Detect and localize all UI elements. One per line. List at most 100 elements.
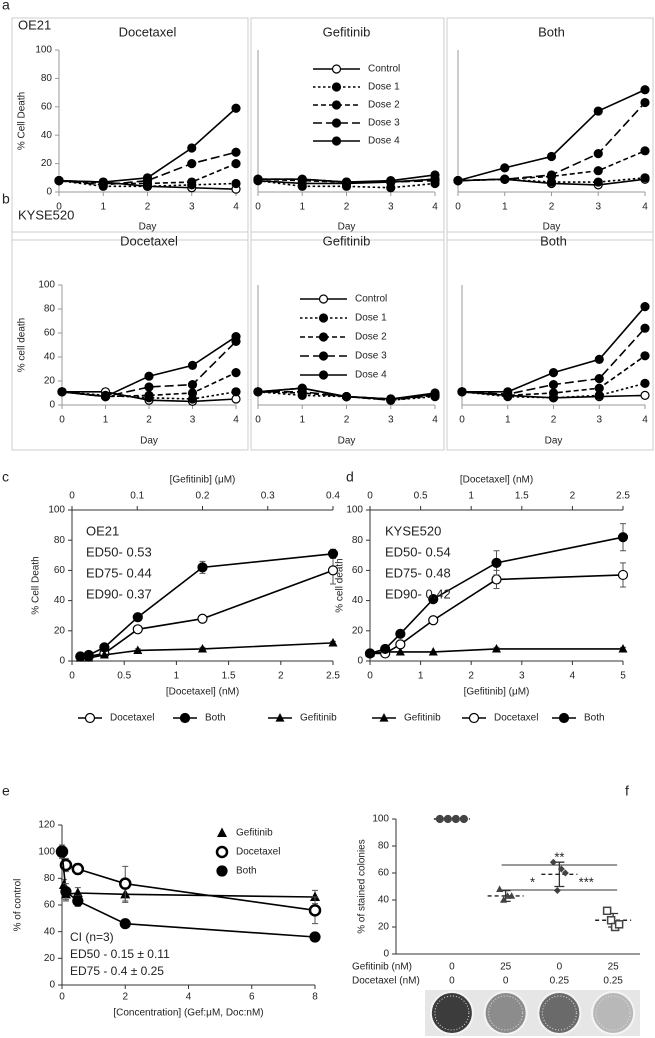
cell-line-label: KYSE520 xyxy=(18,207,74,222)
marker xyxy=(435,814,444,824)
subplot-frame xyxy=(446,17,654,241)
y-tick-label: 0 xyxy=(59,656,65,667)
x-tick-label: 3 xyxy=(388,202,394,213)
series-line xyxy=(61,371,237,398)
x-tick-label: 5 xyxy=(620,671,626,682)
x-axis-label: [Gefitinib] (μM) xyxy=(464,687,530,698)
panel-label: f xyxy=(625,783,629,799)
colony-photo xyxy=(429,991,474,1035)
factor-value: 0 xyxy=(449,962,455,973)
chart-title: Gefitinib xyxy=(323,24,371,39)
marker xyxy=(640,351,650,361)
y-tick-label: 80 xyxy=(352,535,364,546)
colony-photo xyxy=(483,991,528,1035)
legend-marker xyxy=(331,118,342,128)
legend-marker xyxy=(275,713,285,722)
legend-marker xyxy=(84,712,96,724)
y-tick-label: 120 xyxy=(38,820,55,831)
legend-marker xyxy=(558,712,570,724)
legend-marker xyxy=(179,712,191,724)
y-tick-label: 60 xyxy=(41,101,53,112)
y-tick-label: 100 xyxy=(372,814,389,825)
x-tick-label: 1.5 xyxy=(222,671,236,682)
y-tick-label: 0 xyxy=(46,187,52,198)
marker xyxy=(297,174,307,184)
marker xyxy=(60,886,72,898)
subplot-frame xyxy=(11,231,249,451)
cell-line-label: OE21 xyxy=(18,17,51,32)
marker xyxy=(548,368,559,378)
marker xyxy=(594,374,604,384)
y-tick-label: 100 xyxy=(35,45,52,56)
marker xyxy=(144,382,154,392)
marker xyxy=(546,151,557,162)
factor-label: Docetaxel (nM) xyxy=(352,976,420,987)
legend-label: Dose 3 xyxy=(368,118,400,129)
marker xyxy=(593,106,603,116)
y-tick-label: 40 xyxy=(41,130,53,141)
x-tick-label: 4 xyxy=(432,202,438,213)
y-tick-label: 80 xyxy=(44,873,56,884)
x2-tick-label: 0.5 xyxy=(414,491,428,502)
marker xyxy=(430,170,440,180)
marker xyxy=(640,173,650,183)
factor-value: 0 xyxy=(449,976,455,987)
chart-title: Docetaxel xyxy=(119,24,177,39)
y-axis-label: % Cell Death xyxy=(17,92,28,150)
marker xyxy=(231,147,241,157)
x-tick-label: 4 xyxy=(432,415,438,426)
significance-label: ** xyxy=(554,849,564,864)
marker xyxy=(386,176,396,186)
x-tick-label: 2.5 xyxy=(326,671,340,682)
marker xyxy=(364,648,376,659)
marker xyxy=(500,163,510,173)
marker xyxy=(451,814,460,824)
x2-tick-label: 2.5 xyxy=(616,491,630,502)
legend-label: Control xyxy=(355,294,387,305)
x-tick-label: 0.5 xyxy=(117,671,131,682)
marker xyxy=(144,390,154,400)
y-tick-label: 60 xyxy=(44,900,56,911)
factor-label: Gefitinib (nM) xyxy=(352,962,412,973)
legend-marker xyxy=(318,332,329,342)
chart-title: Gefitinib xyxy=(323,233,371,248)
x-tick-label: 2 xyxy=(468,671,474,682)
x2-tick-label: 0 xyxy=(69,491,75,502)
marker xyxy=(640,85,650,95)
x-tick-label: 0 xyxy=(459,415,465,426)
annotation: CI (n=3) xyxy=(70,930,114,944)
marker xyxy=(617,569,629,581)
y-axis-label: % cell death xyxy=(17,318,28,372)
factor-value: 0.25 xyxy=(550,976,570,987)
subplot-frame xyxy=(250,231,445,451)
marker xyxy=(594,383,604,393)
x-axis-label: Day xyxy=(338,436,356,447)
marker xyxy=(119,877,132,890)
y-tick-label: 40 xyxy=(44,926,56,937)
x-tick-label: 4 xyxy=(233,202,239,213)
marker xyxy=(640,323,650,333)
y-tick-label: 40 xyxy=(378,895,390,906)
factor-value: 25 xyxy=(500,962,512,973)
marker xyxy=(593,149,603,159)
marker xyxy=(72,895,84,907)
x-axis-label: Day xyxy=(543,222,561,233)
marker xyxy=(561,869,569,877)
marker xyxy=(640,146,650,156)
marker xyxy=(197,613,208,624)
marker xyxy=(640,378,650,388)
x-tick-label: 2 xyxy=(145,202,151,213)
marker xyxy=(593,177,603,187)
significance-label: *** xyxy=(579,874,594,889)
y-tick-label: 100 xyxy=(48,505,65,516)
marker xyxy=(617,532,629,543)
marker xyxy=(496,885,504,892)
x2-tick-label: 0.4 xyxy=(326,491,340,502)
annotation: ED50- 0.53 xyxy=(86,544,152,559)
legend-label: Dose 2 xyxy=(355,332,387,343)
series-line xyxy=(63,884,316,898)
marker xyxy=(508,892,516,899)
annotation: KYSE520 xyxy=(385,523,441,538)
annotation: ED50 - 0.15 ± 0.11 xyxy=(70,947,170,961)
legend-label: Docetaxel xyxy=(110,713,154,724)
